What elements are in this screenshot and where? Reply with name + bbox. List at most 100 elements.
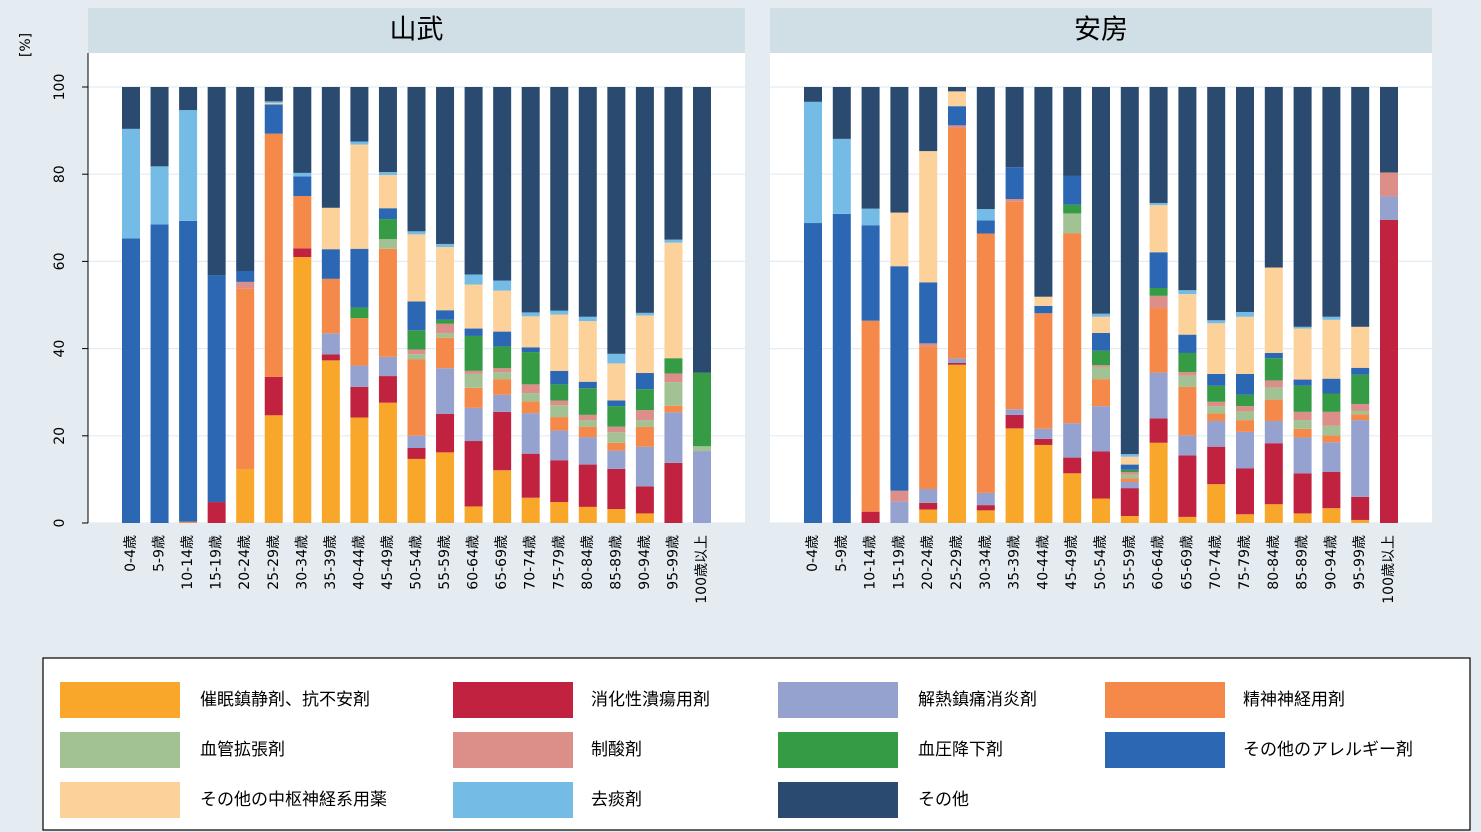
bar-segment <box>1149 202 1168 206</box>
bar-segment <box>578 87 597 317</box>
bar-segment <box>436 247 455 311</box>
x-tick-label: 75-79歳 <box>1237 535 1253 590</box>
x-tick-label: 45-49歳 <box>1064 535 1080 590</box>
bar-segment <box>436 319 455 324</box>
legend-swatch <box>778 732 898 768</box>
bar-segment <box>1264 358 1283 381</box>
x-tick-label: 65-69歳 <box>494 535 510 590</box>
bar-segment <box>607 432 626 443</box>
bar-segment <box>1380 196 1398 220</box>
bar-segment <box>436 452 455 523</box>
bar-segment <box>1322 87 1341 317</box>
bar-segment <box>150 224 169 523</box>
bar-segment <box>207 502 226 523</box>
bar-segment <box>976 510 995 523</box>
bar-segment <box>1293 411 1312 421</box>
bar-segment <box>1207 446 1226 485</box>
bar-segment <box>578 420 597 427</box>
bar-segment <box>578 437 597 465</box>
legend-swatch <box>1105 732 1225 768</box>
bar-segment <box>861 87 880 209</box>
bar-segment <box>664 373 683 383</box>
bar-segment <box>664 239 683 243</box>
bar-segment <box>1207 323 1226 374</box>
bar-segment <box>693 446 711 452</box>
bar-segment <box>464 328 483 336</box>
bar-segment <box>1322 393 1341 412</box>
bar-segment <box>236 281 255 289</box>
bar-segment <box>293 248 312 258</box>
x-tick-label: 15-19歳 <box>891 535 907 590</box>
bar-segment <box>464 274 483 285</box>
bar-segment <box>464 335 483 371</box>
bar-segment <box>919 502 938 510</box>
bar-segment <box>293 87 312 173</box>
bar-segment <box>976 233 995 493</box>
bar-segment <box>1264 380 1283 388</box>
bar-segment <box>919 282 938 344</box>
legend-label: 血圧降下剤 <box>918 740 1003 760</box>
bar-segment <box>122 87 140 129</box>
bar-segment <box>207 87 226 276</box>
bar-segment <box>493 290 512 332</box>
bar-segment <box>1264 387 1283 400</box>
bar-segment <box>578 426 597 438</box>
bar-segment <box>264 376 283 416</box>
title-strip <box>88 8 745 53</box>
bar-segment <box>1293 513 1312 523</box>
x-tick-label: 80-84歳 <box>1266 535 1282 590</box>
legend-box <box>42 657 1471 831</box>
bar-segment <box>890 490 909 502</box>
x-tick-label: 20-24歳 <box>920 535 936 590</box>
bar-segment <box>1293 385 1312 412</box>
bar-segment <box>150 87 169 167</box>
bar-segment <box>1178 435 1197 456</box>
x-tick-label: 95-99歳 <box>1352 535 1368 590</box>
bar-segment <box>521 316 540 348</box>
bar-segment <box>1063 423 1082 458</box>
bar-segment <box>693 451 711 523</box>
bar-segment <box>1351 410 1370 415</box>
bar-segment <box>1236 406 1254 412</box>
bar-segment <box>804 101 822 224</box>
x-tick-label: 95-99歳 <box>665 535 681 590</box>
bar-segment <box>607 450 626 469</box>
bar-segment <box>1322 508 1341 523</box>
bar-segment <box>1120 469 1139 472</box>
bar-segment <box>378 239 397 249</box>
bar-segment <box>407 448 426 459</box>
bar-segment <box>1380 219 1398 524</box>
bar-segment <box>890 501 909 523</box>
bar-segment <box>293 196 312 249</box>
bar-segment <box>607 406 626 427</box>
bar-segment <box>550 417 569 431</box>
bar-segment <box>1264 399 1283 421</box>
bar-segment <box>464 441 483 507</box>
bar-segment <box>607 363 626 401</box>
bar-segment <box>861 511 880 523</box>
bar-segment <box>1236 420 1254 432</box>
bar-segment <box>1207 320 1226 324</box>
bar-segment <box>1322 442 1341 472</box>
x-tick-label: 0-4歳 <box>123 535 139 572</box>
bar-segment <box>1207 413 1226 421</box>
bar-segment <box>1380 172 1398 197</box>
bar-segment <box>635 389 654 411</box>
bar-segment <box>1322 411 1341 426</box>
bar-segment <box>493 368 512 373</box>
bar-segment <box>321 333 340 355</box>
bar-segment <box>1092 498 1110 523</box>
x-tick-label: 70-74歳 <box>1208 535 1224 590</box>
bar-segment <box>264 415 283 523</box>
bar-segment <box>550 405 569 418</box>
bar-segment <box>1322 471 1341 509</box>
bar-segment <box>948 362 966 365</box>
bar-segment <box>236 270 255 282</box>
bar-segment <box>1149 87 1168 203</box>
bar-segment <box>1322 319 1341 379</box>
bar-segment <box>436 333 455 338</box>
x-tick-label: 85-89歳 <box>1295 535 1311 590</box>
bar-segment <box>607 353 626 364</box>
panel-title: 山武 <box>390 15 444 46</box>
